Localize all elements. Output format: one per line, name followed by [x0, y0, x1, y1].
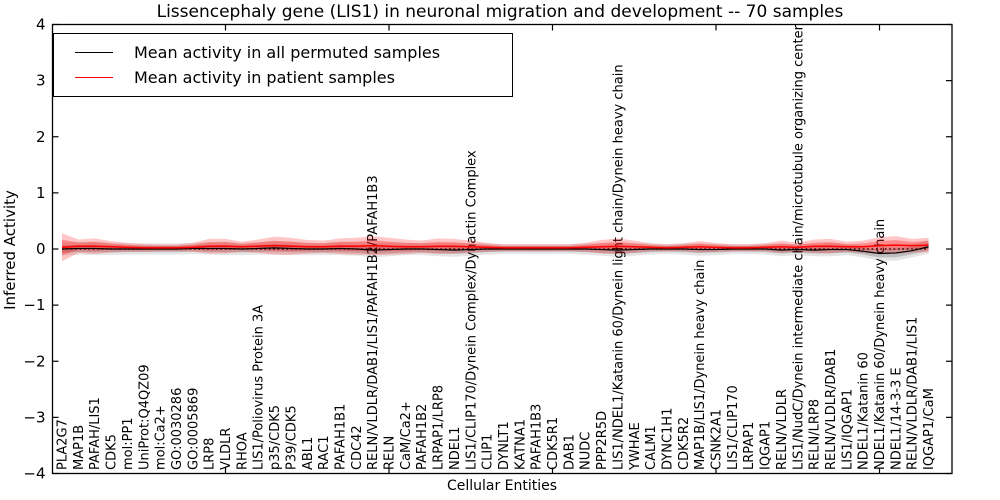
legend-label-permuted: Mean activity in all permuted samples [134, 43, 441, 62]
y-tick-label: −3 [23, 408, 45, 426]
y-tick-label: 1 [36, 184, 46, 202]
x-category-label: PAFAH/LIS1 [88, 397, 103, 470]
x-category-label: RELN/VLDLR/DAB1 [824, 349, 839, 470]
patient-line-swatch [75, 77, 113, 78]
x-category-label: UniProt:Q4QZ09 [137, 364, 152, 470]
chart-title: Lissencephaly gene (LIS1) in neuronal mi… [156, 2, 844, 22]
x-category-label: RHOA [235, 432, 250, 470]
x-category-label: IQGAP1/CaM [922, 388, 937, 470]
x-category-label: DYNC1H1 [660, 408, 675, 470]
x-category-label: MAP1B [72, 425, 87, 470]
x-category-label: PAFAH1B2 [415, 404, 430, 470]
x-category-label: RAC1 [317, 435, 332, 470]
y-tick-label: −2 [23, 352, 45, 370]
x-category-label: DAB1 [562, 434, 577, 470]
x-category-label: P39/CDK5 [284, 405, 299, 470]
series-line-permuted [61, 246, 929, 255]
legend-label-patient: Mean activity in patient samples [134, 68, 395, 87]
x-category-label: NUDC [579, 432, 594, 470]
x-category-label: VLDLR [219, 428, 234, 470]
x-category-label: GO:0030286 [170, 388, 185, 470]
x-category-label: RELN/VLDLR/DAB1/LIS1 [906, 317, 921, 470]
x-category-label: RELN/VLDLR [775, 389, 790, 470]
x-category-label: LIS1/CLIP170 [726, 385, 741, 470]
x-category-label: LIS1/CLIP170/Dynein Complex/Dynactin Com… [464, 150, 479, 470]
x-category-label: LIS1/NDEL1/Katanin 60/Dynein light chain… [611, 64, 626, 470]
x-category-label: LIS1/IQGAP1 [840, 389, 855, 470]
x-category-label: mol:PP1 [121, 417, 136, 470]
x-category-label: DYNLT1 [497, 421, 512, 470]
x-category-label: NDEL1 [448, 427, 463, 470]
series-line-patient [61, 244, 929, 249]
x-category-label: LRPAP1 [742, 422, 757, 470]
y-axis-label: Inferred Activity [1, 190, 19, 310]
x-category-label: NDEL1/14-3-3 E [889, 367, 904, 470]
legend: Mean activity in all permuted samples Me… [53, 33, 513, 97]
y-tick-label: 3 [36, 72, 46, 90]
x-category-label: LIS1/Poliovirus Protein 3A [252, 305, 267, 470]
permuted-line-swatch [75, 52, 113, 53]
x-category-label: CALM1 [644, 425, 659, 470]
x-axis-label: Cellular Entities [446, 478, 558, 494]
x-category-label: PPP2R5D [595, 411, 610, 470]
x-category-label: p35/CDK5 [268, 405, 283, 470]
x-category-label: PLA2G7 [56, 419, 71, 470]
y-tick-label: 0 [36, 240, 46, 258]
x-category-label: YWHAE [628, 422, 643, 471]
x-category-label: PAFAH1B3 [530, 404, 545, 470]
x-category-label: RELN/LRP8 [808, 399, 823, 470]
x-category-label: CDK5R1 [546, 417, 561, 470]
y-tick-label: −1 [23, 296, 45, 314]
legend-entry-patient: Mean activity in patient samples [54, 66, 512, 90]
y-tick-label: 4 [36, 16, 46, 34]
x-category-label: RELN/VLDLR/DAB1/LIS1/PAFAH1B2/PAFAH1B3 [366, 175, 381, 470]
x-category-label: ABL1 [301, 437, 316, 470]
x-category-label: GO:0005869 [186, 388, 201, 470]
x-category-label: CLIP1 [481, 434, 496, 470]
y-tick-label: −4 [23, 465, 45, 483]
x-category-label: CaM/Ca2+ [399, 401, 414, 470]
x-category-label: CDC42 [350, 425, 365, 470]
x-category-label: NDEL1/Katanin 60/Dynein heavy chain [873, 219, 888, 470]
legend-entry-permuted: Mean activity in all permuted samples [54, 41, 512, 65]
x-category-label: MAP1B/LIS1/Dynein heavy chain [693, 260, 708, 470]
x-category-label: CSNK2A1 [710, 409, 725, 470]
x-category-label: CDK5R2 [677, 417, 692, 470]
x-category-label: LRPAP1/LRP8 [432, 385, 447, 470]
x-category-label: PAFAH1B1 [333, 404, 348, 470]
x-category-label: mol:Ca2+ [154, 405, 169, 470]
y-tick-label: 2 [36, 128, 46, 146]
x-category-label: KATNA1 [513, 419, 528, 470]
x-category-label: IQGAP1 [759, 421, 774, 470]
x-category-label: LRP8 [203, 438, 218, 470]
x-category-label: CDK5 [105, 434, 120, 470]
x-category-label: RELN [383, 436, 398, 470]
x-category-label: NDEL1/Katanin 60 [857, 352, 872, 470]
